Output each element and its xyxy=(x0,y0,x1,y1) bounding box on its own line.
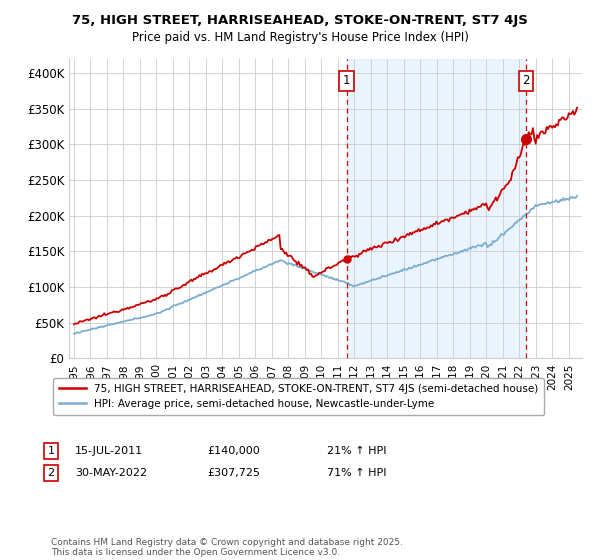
Text: Contains HM Land Registry data © Crown copyright and database right 2025.
This d: Contains HM Land Registry data © Crown c… xyxy=(51,538,403,557)
Text: 15-JUL-2011: 15-JUL-2011 xyxy=(75,446,143,456)
Bar xyxy=(347,59,526,358)
Text: 21% ↑ HPI: 21% ↑ HPI xyxy=(327,446,386,456)
Text: 75, HIGH STREET, HARRISEAHEAD, STOKE-ON-TRENT, ST7 4JS: 75, HIGH STREET, HARRISEAHEAD, STOKE-ON-… xyxy=(72,14,528,27)
Text: 71% ↑ HPI: 71% ↑ HPI xyxy=(327,468,386,478)
Text: 30-MAY-2022: 30-MAY-2022 xyxy=(75,468,147,478)
Text: Price paid vs. HM Land Registry's House Price Index (HPI): Price paid vs. HM Land Registry's House … xyxy=(131,31,469,44)
Legend: 75, HIGH STREET, HARRISEAHEAD, STOKE-ON-TRENT, ST7 4JS (semi-detached house), HP: 75, HIGH STREET, HARRISEAHEAD, STOKE-ON-… xyxy=(53,377,544,416)
Text: 1: 1 xyxy=(343,74,350,87)
Text: 2: 2 xyxy=(523,74,530,87)
Text: 1: 1 xyxy=(47,446,55,456)
Text: £307,725: £307,725 xyxy=(207,468,260,478)
Text: £140,000: £140,000 xyxy=(207,446,260,456)
Text: 2: 2 xyxy=(47,468,55,478)
